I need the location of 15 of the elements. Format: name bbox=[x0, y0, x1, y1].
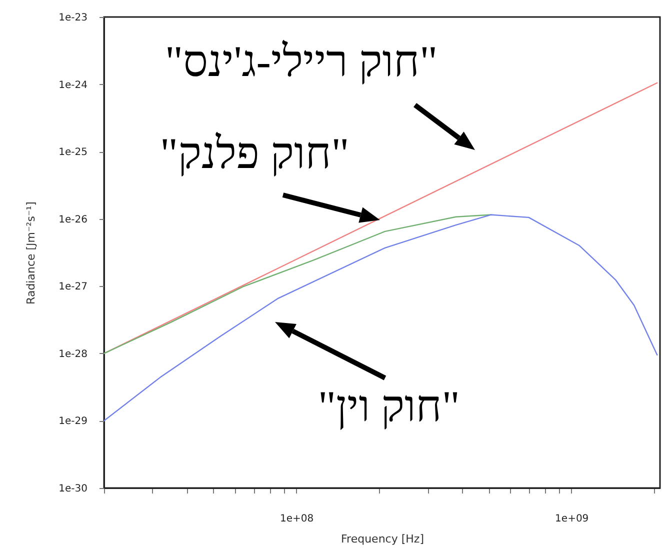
x-tick-label: 1e+09 bbox=[555, 514, 589, 524]
y-tick-label: 1e-30 bbox=[58, 484, 88, 494]
x-axis-title: Frequency [Hz] bbox=[341, 532, 424, 546]
y-tick-label: 1e-29 bbox=[58, 416, 88, 428]
y-tick-label: 1e-24 bbox=[58, 80, 88, 91]
y-axis-title: Radiance [Jm⁻²s⁻¹] bbox=[24, 202, 38, 304]
series-label: "חוק פלנק" bbox=[160, 129, 350, 178]
y-tick-label: 1e-25 bbox=[58, 147, 88, 158]
text: "חוק וין" bbox=[318, 382, 460, 431]
y-tick-label: 1e-26 bbox=[58, 214, 88, 226]
y-tick-label: 1e-28 bbox=[58, 348, 88, 360]
y-tick-label: 1e-27 bbox=[58, 282, 88, 293]
text: "חוק ריילי-ג'ינס" bbox=[165, 37, 438, 86]
y-tick-label: 1e-23 bbox=[58, 12, 88, 24]
x-tick-label: 1e+08 bbox=[280, 514, 314, 524]
